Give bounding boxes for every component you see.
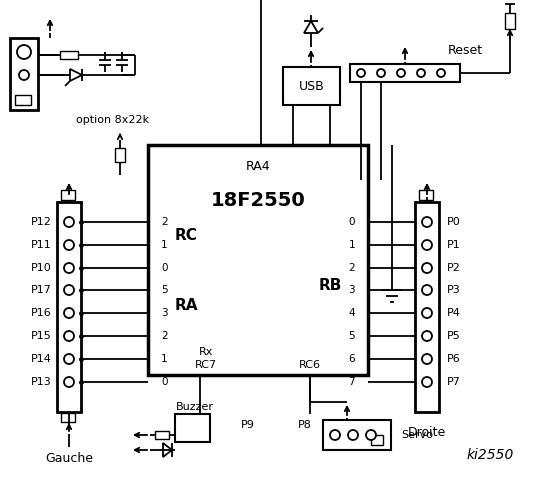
Text: P10: P10 (32, 263, 52, 273)
Text: USB: USB (299, 80, 325, 93)
Text: 1: 1 (161, 354, 168, 364)
Text: 18F2550: 18F2550 (211, 191, 305, 209)
Text: Gauche: Gauche (45, 452, 93, 465)
Bar (350, 64, 460, 82)
Bar (61, 190, 75, 200)
Bar (323, 420, 391, 450)
Circle shape (437, 69, 445, 77)
Text: P17: P17 (31, 285, 52, 295)
Text: 0: 0 (161, 377, 168, 387)
Circle shape (64, 354, 74, 364)
Bar (505, 13, 515, 29)
Circle shape (64, 217, 74, 227)
Text: 5: 5 (161, 285, 168, 295)
Text: RB: RB (319, 277, 342, 292)
Text: 2: 2 (161, 331, 168, 341)
Circle shape (422, 240, 432, 250)
Circle shape (330, 430, 340, 440)
Text: P0: P0 (447, 217, 461, 227)
Text: P14: P14 (31, 354, 52, 364)
Text: 5: 5 (348, 331, 355, 341)
Circle shape (19, 70, 29, 80)
Text: P4: P4 (447, 308, 461, 318)
Circle shape (377, 69, 385, 77)
Text: 2: 2 (348, 263, 355, 273)
Text: 1: 1 (161, 240, 168, 250)
Text: RC: RC (175, 228, 197, 242)
Bar (371, 435, 383, 445)
Text: P2: P2 (447, 263, 461, 273)
Text: P8: P8 (298, 420, 312, 430)
Circle shape (422, 285, 432, 295)
Text: Servo: Servo (401, 430, 433, 440)
Text: P13: P13 (32, 377, 52, 387)
Text: RC6: RC6 (299, 360, 321, 370)
Circle shape (64, 240, 74, 250)
Text: Rx: Rx (199, 347, 213, 357)
Bar (155, 431, 169, 439)
Bar (10, 38, 38, 110)
Text: P1: P1 (447, 240, 461, 250)
Text: P16: P16 (32, 308, 52, 318)
Text: 0: 0 (348, 217, 355, 227)
Text: 3: 3 (348, 285, 355, 295)
Bar (415, 202, 439, 412)
Text: P11: P11 (32, 240, 52, 250)
Text: P7: P7 (447, 377, 461, 387)
Bar (15, 95, 31, 105)
Circle shape (422, 331, 432, 341)
Text: 2: 2 (161, 217, 168, 227)
Bar (57, 202, 81, 412)
Bar (419, 190, 433, 200)
Circle shape (417, 69, 425, 77)
Text: RA: RA (174, 298, 198, 312)
Circle shape (64, 263, 74, 273)
Circle shape (17, 45, 31, 59)
Circle shape (64, 331, 74, 341)
Bar (148, 145, 368, 375)
Bar (60, 51, 78, 59)
Bar (283, 67, 340, 105)
Text: 4: 4 (348, 308, 355, 318)
Circle shape (357, 69, 365, 77)
Bar (115, 148, 125, 162)
Text: P6: P6 (447, 354, 461, 364)
Bar (61, 413, 75, 422)
Circle shape (397, 69, 405, 77)
Text: 1: 1 (348, 240, 355, 250)
Text: 6: 6 (348, 354, 355, 364)
Circle shape (64, 308, 74, 318)
Circle shape (422, 377, 432, 387)
Text: Buzzer: Buzzer (176, 402, 214, 412)
Text: 3: 3 (161, 308, 168, 318)
Text: RC7: RC7 (195, 360, 217, 370)
Text: P12: P12 (31, 217, 52, 227)
Text: P15: P15 (32, 331, 52, 341)
Text: option 8x22k: option 8x22k (76, 115, 149, 125)
Circle shape (422, 308, 432, 318)
Circle shape (64, 377, 74, 387)
Text: 0: 0 (161, 263, 168, 273)
Bar (175, 414, 210, 442)
Circle shape (422, 217, 432, 227)
Circle shape (422, 263, 432, 273)
Text: P3: P3 (447, 285, 461, 295)
Circle shape (348, 430, 358, 440)
Circle shape (366, 430, 376, 440)
Text: P5: P5 (447, 331, 461, 341)
Text: 7: 7 (348, 377, 355, 387)
Circle shape (64, 285, 74, 295)
Circle shape (422, 354, 432, 364)
Text: Reset: Reset (448, 44, 483, 57)
Text: ki2550: ki2550 (466, 448, 514, 462)
Text: Droite: Droite (408, 425, 446, 439)
Text: P9: P9 (241, 420, 255, 430)
Text: RA4: RA4 (246, 160, 270, 173)
